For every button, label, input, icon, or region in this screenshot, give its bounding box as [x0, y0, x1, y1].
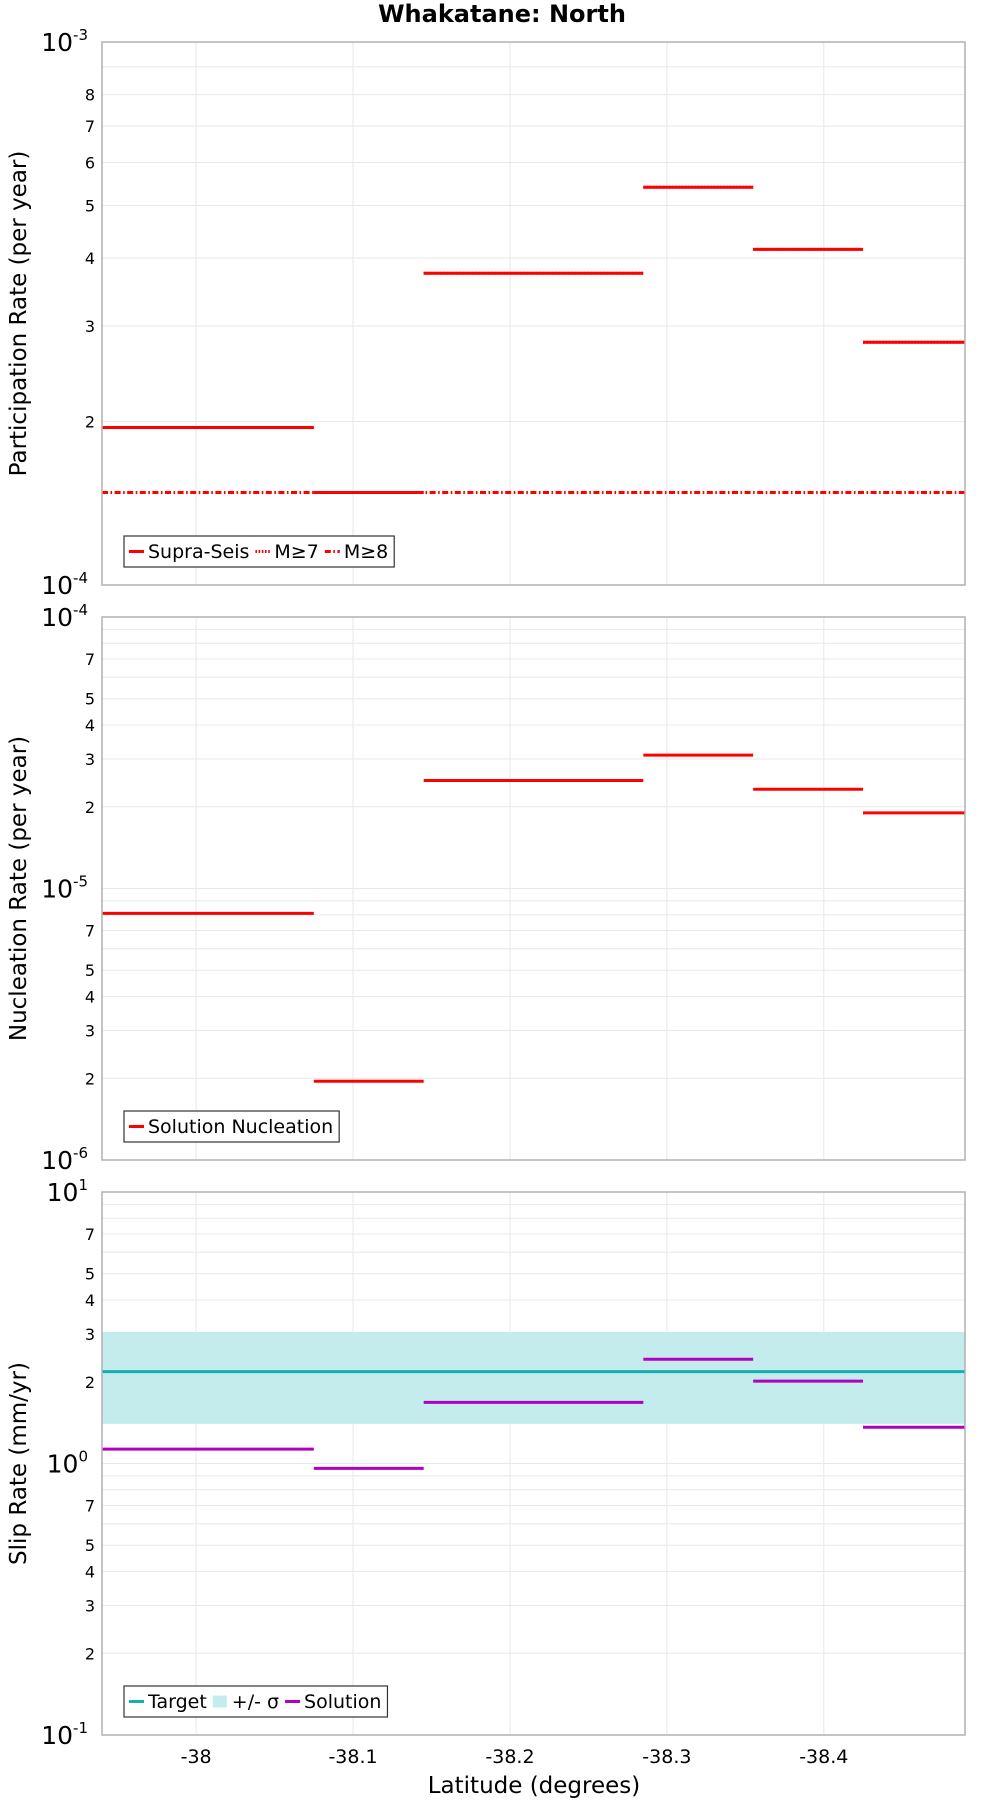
y-minor-tick-label: 4 — [85, 988, 95, 1007]
y-minor-tick-label: 2 — [85, 1069, 95, 1088]
y-minor-tick-label: 7 — [85, 1497, 95, 1516]
tick-exponent: 1 — [78, 1176, 88, 1194]
series-solution-nucleation — [102, 753, 965, 1083]
y-minor-tick-label: 6 — [85, 153, 95, 172]
tick-base: 10 — [41, 571, 73, 600]
y-major-tick-label: 10-6 — [41, 1144, 88, 1175]
y-minor-tick-label: 7 — [85, 650, 95, 669]
y-major-tick-label: 101 — [47, 1176, 88, 1207]
tick-exponent: -6 — [73, 1144, 88, 1162]
tick-base: 10 — [41, 28, 73, 57]
x-tick-label: -38.2 — [485, 1746, 534, 1768]
tick-exponent: -4 — [73, 601, 88, 619]
legend-label: +/- σ — [232, 1691, 279, 1713]
y-minor-tick-label: 3 — [85, 1325, 95, 1344]
y-minor-tick-label: 2 — [85, 1644, 95, 1663]
y-minor-tick-label: 7 — [85, 922, 95, 941]
plot-frame — [101, 41, 966, 586]
y-major-tick-label: 100 — [47, 1448, 88, 1479]
tick-exponent: -3 — [73, 26, 88, 44]
y-axis-label: Slip Rate (mm/yr) — [6, 1362, 32, 1565]
y-minor-tick-label: 2 — [85, 798, 95, 817]
y-minor-tick-label: 3 — [85, 317, 95, 336]
tick-base: 10 — [41, 1146, 73, 1175]
y-minor-tick-label: 3 — [85, 1021, 95, 1040]
y-minor-tick-label: 5 — [85, 961, 95, 980]
tick-base: 10 — [47, 1450, 79, 1479]
y-major-tick-label: 10-3 — [41, 26, 88, 57]
x-tick-label: -38 — [181, 1746, 212, 1768]
x-tick-label: -38.1 — [328, 1746, 377, 1768]
y-major-tick-label: 10-1 — [41, 1719, 88, 1750]
tick-base: 10 — [41, 603, 73, 632]
y-minor-tick-label: 3 — [85, 1596, 95, 1615]
y-axis-label: Nucleation Rate (per year) — [6, 736, 32, 1041]
y-minor-tick-label: 5 — [85, 1265, 95, 1284]
plot-frame — [101, 1191, 966, 1736]
legend-swatch — [212, 1695, 227, 1708]
y-minor-tick-label: 5 — [85, 690, 95, 709]
y-minor-tick-label: 5 — [85, 1536, 95, 1555]
plot-frame — [101, 616, 966, 1161]
legend-label: M≥8 — [344, 541, 388, 563]
y-minor-tick-label: 8 — [85, 86, 95, 105]
y-minor-tick-label: 4 — [85, 716, 95, 735]
y-axis-label: Participation Rate (per year) — [6, 151, 32, 477]
legend-box — [123, 1110, 340, 1143]
y-minor-tick-label: 7 — [85, 117, 95, 136]
x-axis-label: Latitude (degrees) — [428, 1773, 641, 1799]
legend: Supra-Seis M≥7 M≥8 — [123, 535, 395, 568]
tick-exponent: 0 — [78, 1448, 88, 1466]
plot-area — [102, 42, 965, 585]
legend-box — [123, 1685, 389, 1718]
legend: Target +/- σ Solution — [123, 1685, 389, 1718]
legend-label: M≥7 — [274, 541, 318, 563]
y-minor-tick-label: 7 — [85, 1225, 95, 1244]
x-tick-label: -38.3 — [642, 1746, 691, 1768]
legend-label: Target — [147, 1691, 207, 1713]
y-minor-tick-label: 3 — [85, 750, 95, 769]
tick-base: 10 — [41, 1721, 73, 1750]
tick-exponent: -5 — [73, 873, 88, 891]
y-minor-tick-label: 4 — [85, 1291, 95, 1310]
chart-title: Whakatane: North — [378, 0, 626, 28]
y-major-tick-label: 10-5 — [41, 873, 88, 904]
y-minor-tick-label: 2 — [85, 1373, 95, 1392]
legend-label: Supra-Seis — [148, 541, 249, 563]
x-axis: -38 -38.1 -38.2 -38.3 -38.4 — [181, 1746, 849, 1768]
legend-label: Solution Nucleation — [148, 1116, 333, 1138]
tick-base: 10 — [47, 1178, 79, 1207]
tick-exponent: -1 — [73, 1719, 88, 1737]
sigma-band — [102, 1332, 965, 1424]
legend-label: Solution — [304, 1691, 381, 1713]
y-minor-tick-label: 5 — [85, 196, 95, 215]
y-major-tick-label: 10-4 — [41, 601, 88, 632]
legend: Solution Nucleation — [123, 1110, 340, 1143]
tick-base: 10 — [41, 875, 73, 904]
x-tick-label: -38.4 — [799, 1746, 848, 1768]
y-minor-tick-label: 4 — [85, 1563, 95, 1582]
tick-exponent: -4 — [73, 569, 88, 587]
y-minor-tick-label: 4 — [85, 249, 95, 268]
y-minor-tick-label: 2 — [85, 413, 95, 432]
y-major-tick-label: 10-4 — [41, 569, 88, 600]
series-solution — [102, 1357, 965, 1470]
